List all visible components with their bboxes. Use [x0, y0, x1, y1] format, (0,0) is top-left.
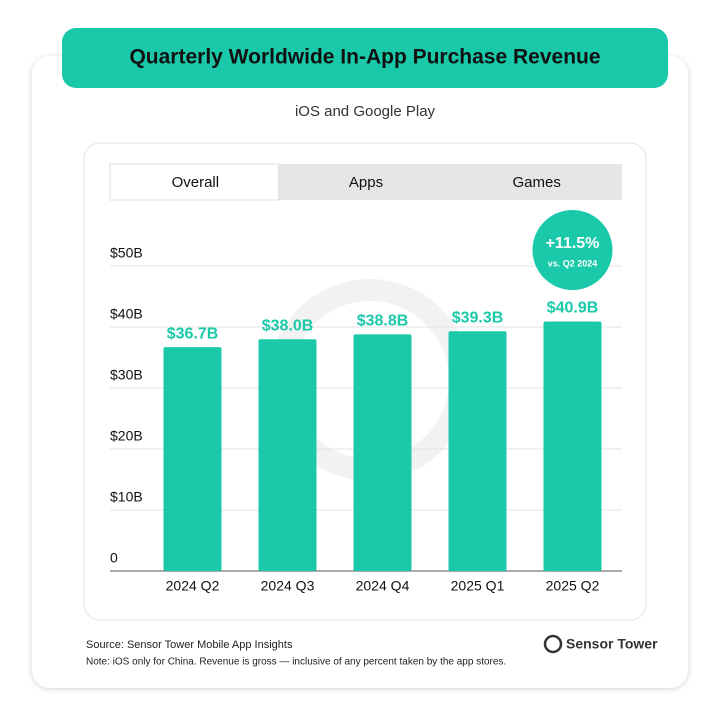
brand: Sensor Tower — [566, 636, 658, 652]
x-tick-label: 2025 Q2 — [546, 578, 600, 594]
bar — [353, 334, 412, 571]
bar — [543, 321, 602, 571]
y-tick-label: $30B — [110, 367, 143, 383]
x-tick-label: 2024 Q2 — [166, 578, 220, 594]
value-label: $38.0B — [262, 317, 314, 334]
y-tick-label: $40B — [110, 306, 143, 322]
x-tick-label: 2024 Q4 — [356, 578, 410, 594]
source: Source: Sensor Tower Mobile App Insights — [86, 639, 293, 651]
tabs: Overall Apps Games — [109, 163, 622, 201]
tab-label[interactable]: Overall — [172, 174, 220, 191]
value-label: $40.9B — [547, 300, 599, 317]
x-tick-label: 2024 Q3 — [261, 578, 315, 594]
y-tick-label: $10B — [110, 489, 143, 505]
note: Note: iOS only for China. Revenue is gro… — [86, 657, 506, 668]
bar — [448, 331, 507, 571]
chart-subtitle: iOS and Google Play — [295, 103, 436, 120]
plot: 0 $10B $20B $30B $40B $50B $36.7B 2024 Q2 $38.0B… — [110, 210, 622, 594]
y-tick-label: 0 — [110, 550, 118, 566]
bar — [258, 339, 317, 571]
x-tick-label: 2025 Q1 — [451, 578, 505, 594]
y-tick-label: $50B — [110, 245, 143, 261]
logo-icon — [543, 634, 563, 654]
title-pill — [62, 28, 668, 88]
tab-label[interactable]: Games — [512, 174, 560, 191]
badge — [532, 210, 613, 290]
y-tick-label: $20B — [110, 428, 143, 444]
tab-label[interactable]: Apps — [349, 174, 383, 191]
value-label: $39.3B — [452, 309, 504, 326]
badge-text: +11.5% — [546, 235, 600, 252]
badge-subtext: vs. Q2 2024 — [548, 258, 598, 268]
value-label: $36.7B — [167, 325, 219, 342]
tab-active — [109, 163, 280, 201]
chart-title: Quarterly Worldwide In-App Purchase Reve… — [129, 46, 600, 69]
bar — [163, 347, 222, 571]
value-label: $38.8B — [357, 313, 409, 330]
